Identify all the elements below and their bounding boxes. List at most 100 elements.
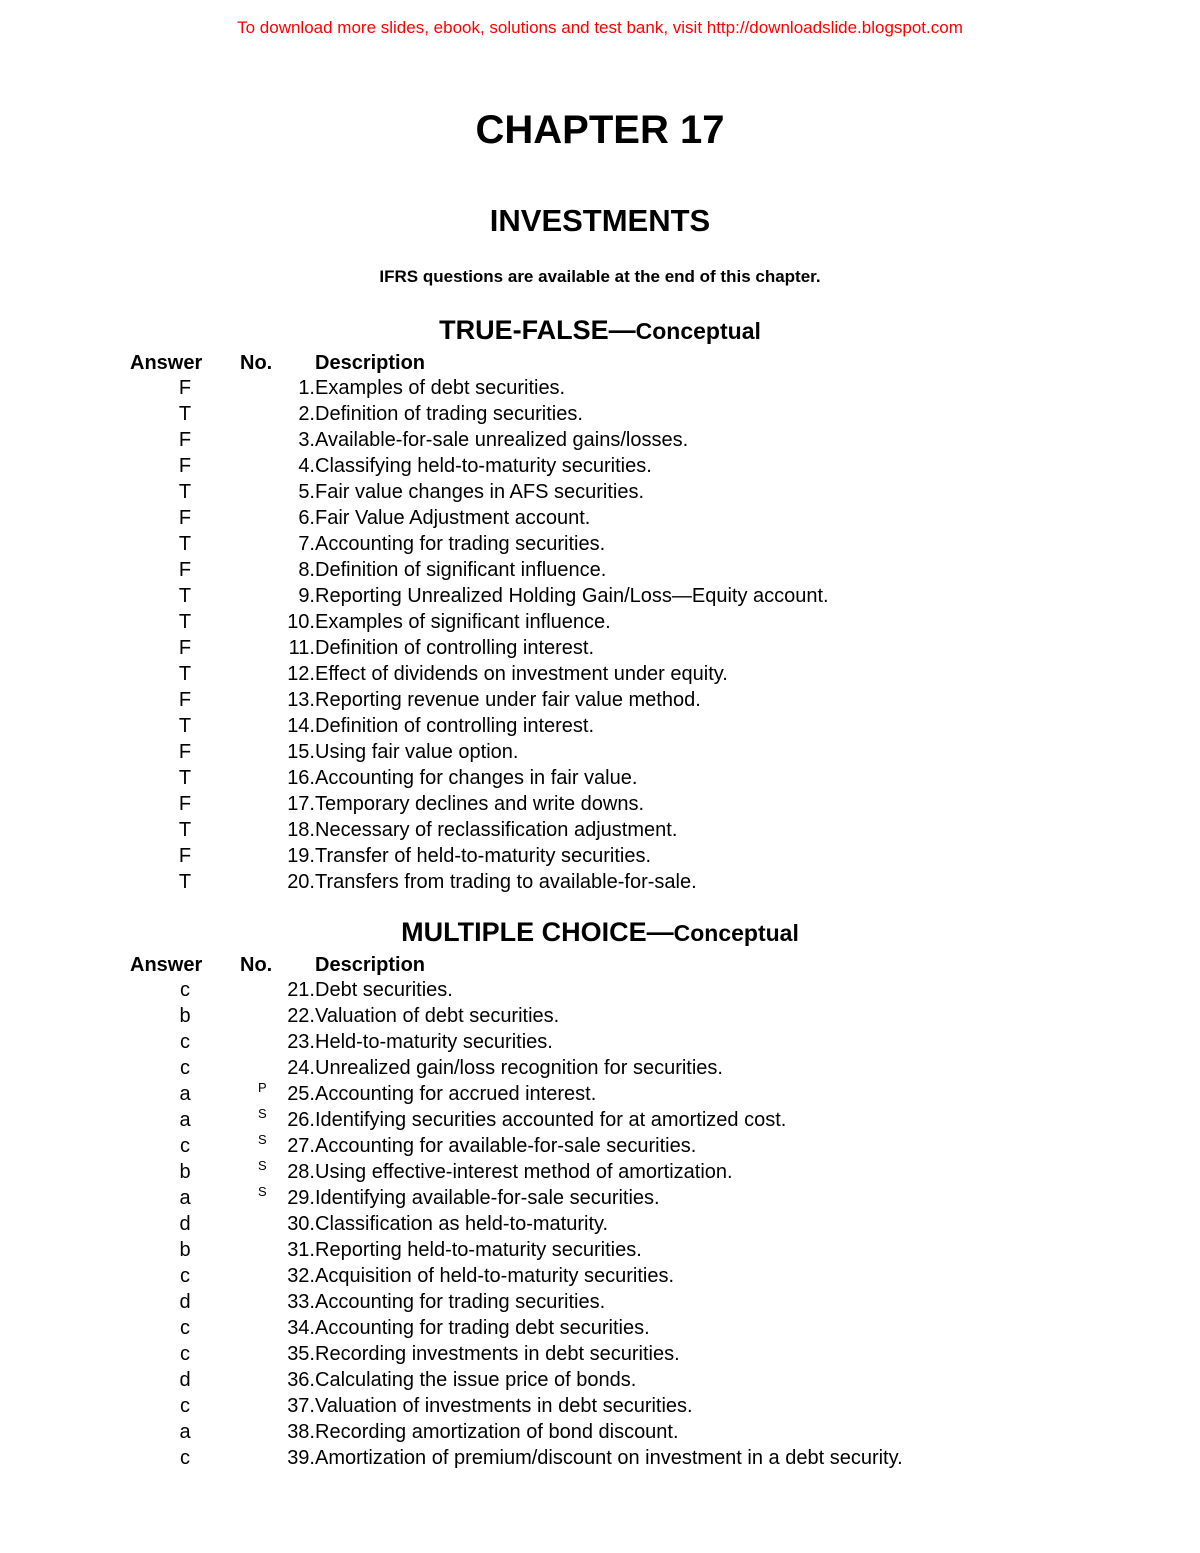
number-cell: 35.: [240, 1341, 315, 1367]
description-cell: Accounting for trading securities.: [315, 1289, 1070, 1315]
number-cell: 6.: [240, 505, 315, 531]
number-text: 28.: [287, 1161, 315, 1183]
description-cell: Amortization of premium/discount on inve…: [315, 1445, 1070, 1471]
table-row: F3.Available-for-sale unrealized gains/l…: [130, 427, 1070, 453]
table-row: d30.Classification as held-to-maturity.: [130, 1211, 1070, 1237]
description-cell: Accounting for available-for-sale securi…: [315, 1133, 1070, 1159]
table-row: c 23.Held-to-maturity securities.: [130, 1029, 1070, 1055]
number-cell: 14.: [240, 713, 315, 739]
answer-cell: a: [130, 1185, 240, 1211]
number-text: 11.: [289, 637, 315, 659]
header-no: No.: [240, 954, 315, 977]
number-text: 33.: [287, 1291, 315, 1313]
table-row: a38.Recording amortization of bond disco…: [130, 1419, 1070, 1445]
answer-cell: F: [130, 739, 240, 765]
question-table: AnswerNo.DescriptionF1.Examples of debt …: [130, 352, 1070, 895]
table-row: bS28.Using effective-interest method of …: [130, 1159, 1070, 1185]
answer-cell: c: [130, 1315, 240, 1341]
superscript-marker: S: [258, 1132, 267, 1149]
table-row: T10.Examples of significant influence.: [130, 609, 1070, 635]
description-cell: Effect of dividends on investment under …: [315, 661, 1070, 687]
answer-cell: c: [130, 1393, 240, 1419]
answer-cell: T: [130, 713, 240, 739]
table-row: b22.Valuation of debt securities.: [130, 1003, 1070, 1029]
answer-cell: b: [130, 1159, 240, 1185]
chapter-title: CHAPTER 17: [130, 108, 1070, 153]
answer-cell: c: [130, 1029, 240, 1055]
description-cell: Reporting revenue under fair value metho…: [315, 687, 1070, 713]
number-cell: 21.: [240, 977, 315, 1003]
answer-cell: c: [130, 1445, 240, 1471]
number-cell: 31.: [240, 1237, 315, 1263]
section-title: MULTIPLE CHOICE—Conceptual: [130, 917, 1070, 948]
section-gap: [130, 895, 1070, 917]
question-table: AnswerNo.Descriptionc21.Debt securities.…: [130, 954, 1070, 1471]
table-row: c39.Amortization of premium/discount on …: [130, 1445, 1070, 1471]
table-row: b31.Reporting held-to-maturity securitie…: [130, 1237, 1070, 1263]
number-cell: 8.: [240, 557, 315, 583]
number-text: 25.: [287, 1083, 315, 1105]
table-row: F11.Definition of controlling interest.: [130, 635, 1070, 661]
description-cell: Valuation of investments in debt securit…: [315, 1393, 1070, 1419]
number-text: 1.: [298, 377, 315, 399]
answer-cell: F: [130, 635, 240, 661]
number-cell: 16.: [240, 765, 315, 791]
description-cell: Recording amortization of bond discount.: [315, 1419, 1070, 1445]
number-cell: 13.: [240, 687, 315, 713]
number-cell: 19.: [240, 843, 315, 869]
section-title-small: Conceptual: [674, 920, 799, 946]
number-cell: 20.: [240, 869, 315, 895]
number-text: 30.: [287, 1213, 315, 1235]
number-cell: 36.: [240, 1367, 315, 1393]
description-cell: Unrealized gain/loss recognition for sec…: [315, 1055, 1070, 1081]
number-cell: 23.: [240, 1029, 315, 1055]
number-cell: 10.: [240, 609, 315, 635]
answer-cell: b: [130, 1237, 240, 1263]
answer-cell: F: [130, 557, 240, 583]
number-text: 10.: [287, 611, 315, 633]
superscript-marker: S: [258, 1106, 267, 1123]
number-text: 23.: [287, 1031, 315, 1053]
header-answer: Answer: [130, 954, 240, 977]
number-text: 35.: [287, 1343, 315, 1365]
answer-cell: T: [130, 765, 240, 791]
answer-cell: d: [130, 1367, 240, 1393]
description-cell: Accounting for trading debt securities.: [315, 1315, 1070, 1341]
number-text: 13.: [287, 689, 315, 711]
number-cell: S27.: [240, 1133, 315, 1159]
number-cell: 9.: [240, 583, 315, 609]
header-description: Description: [315, 352, 1070, 375]
table-row: F17.Temporary declines and write downs.: [130, 791, 1070, 817]
number-cell: 12.: [240, 661, 315, 687]
description-cell: Accounting for trading securities.: [315, 531, 1070, 557]
answer-cell: c: [130, 1055, 240, 1081]
description-cell: Identifying securities accounted for at …: [315, 1107, 1070, 1133]
number-text: 7.: [298, 533, 315, 555]
description-cell: Held-to-maturity securities.: [315, 1029, 1070, 1055]
answer-cell: T: [130, 869, 240, 895]
description-cell: Transfer of held-to-maturity securities.: [315, 843, 1070, 869]
section-title: TRUE-FALSE—Conceptual: [130, 315, 1070, 346]
description-cell: Reporting Unrealized Holding Gain/Loss—E…: [315, 583, 1070, 609]
table-row: T20.Transfers from trading to available-…: [130, 869, 1070, 895]
table-row: F6.Fair Value Adjustment account.: [130, 505, 1070, 531]
description-cell: Reporting held-to-maturity securities.: [315, 1237, 1070, 1263]
table-row: T 12.Effect of dividends on investment un…: [130, 661, 1070, 687]
answer-cell: T: [130, 661, 240, 687]
number-text: 24.: [287, 1057, 315, 1079]
header-description: Description: [315, 954, 1070, 977]
number-cell: 18.: [240, 817, 315, 843]
description-cell: Definition of significant influence.: [315, 557, 1070, 583]
description-cell: Valuation of debt securities.: [315, 1003, 1070, 1029]
number-cell: 15.: [240, 739, 315, 765]
number-cell: 5.: [240, 479, 315, 505]
number-text: 26.: [287, 1109, 315, 1131]
number-cell: 37.: [240, 1393, 315, 1419]
number-cell: S 28.: [240, 1159, 315, 1185]
number-text: 6.: [298, 507, 315, 529]
number-cell: 34.: [240, 1315, 315, 1341]
table-row: T18.Necessary of reclassification adjust…: [130, 817, 1070, 843]
superscript-marker: S: [258, 1158, 267, 1175]
number-text: 12.: [287, 663, 315, 685]
table-row: F19.Transfer of held-to-maturity securit…: [130, 843, 1070, 869]
